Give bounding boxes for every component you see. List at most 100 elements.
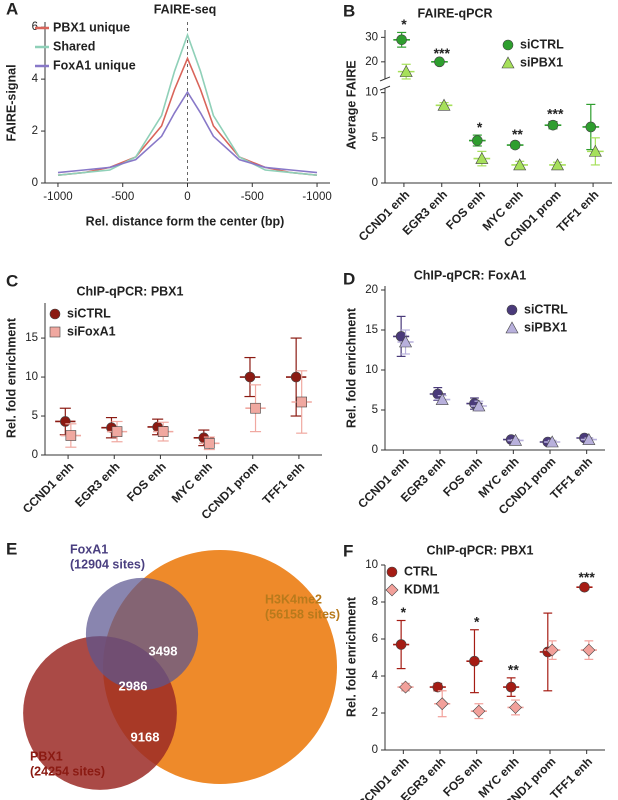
dot-marker: [472, 399, 486, 412]
significance: ***: [578, 569, 595, 585]
dot-marker: [157, 426, 169, 437]
legend-swatch: [385, 583, 399, 597]
chart-title: ChIP-qPCR: FoxA1: [414, 268, 527, 282]
legend-label: siPBX1: [524, 320, 567, 334]
legend-label: PBX1 unique: [53, 20, 130, 34]
significance: *: [401, 16, 407, 32]
y-tick-label: 8: [372, 596, 378, 608]
legend-label: siPBX1: [520, 55, 563, 69]
venn-set-name: H3K4me2: [265, 592, 322, 606]
legend-label: siCTRL: [67, 306, 111, 320]
dot-marker: [435, 392, 449, 405]
y-axis-label: Average FAIRE: [344, 60, 358, 149]
legend-label: CTRL: [404, 564, 438, 578]
legend-label: KDM1: [404, 582, 439, 596]
dot-marker: [399, 64, 413, 77]
chart-title: ChIP-qPCR: PBX1: [77, 284, 184, 298]
y-tick-label: 6: [32, 21, 38, 33]
x-axis-label: Rel. distance form the center (bp): [86, 214, 285, 228]
y-tick-label: 4: [372, 670, 379, 682]
significance: **: [512, 126, 523, 142]
x-tick-label: -1000: [43, 191, 72, 203]
venn-set-size: (56158 sites): [265, 607, 340, 621]
chart-title: ChIP-qPCR: PBX1: [427, 543, 534, 557]
dot-marker: [551, 158, 565, 171]
y-tick-label: 0: [372, 744, 378, 756]
legend-swatch: [505, 321, 519, 334]
y-tick-label: 5: [372, 132, 378, 144]
dot-marker: [290, 371, 302, 383]
dot-marker: [509, 701, 522, 714]
dot-marker: [505, 681, 517, 693]
dot-marker: [545, 435, 559, 448]
y-tick-label: 2: [372, 707, 378, 719]
dot-marker: [472, 135, 483, 146]
panel-letter: E: [6, 539, 17, 558]
y-tick-label: 10: [25, 371, 38, 383]
dot-marker: [399, 680, 412, 694]
dot-marker: [395, 639, 407, 650]
dot-marker: [396, 34, 407, 46]
axis-break: [379, 85, 391, 91]
dot-marker: [244, 371, 256, 383]
venn-intersection: 9168: [131, 729, 160, 744]
significance: **: [508, 662, 519, 678]
dot-marker: [250, 402, 261, 414]
dot-marker: [545, 643, 559, 657]
axis-break: [379, 76, 391, 82]
significance: *: [477, 119, 483, 135]
dot-marker: [437, 98, 451, 111]
x-tick-label: MYC enh: [169, 459, 215, 505]
dot-marker: [399, 335, 413, 348]
legend-label: Shared: [53, 39, 95, 53]
y-tick-label: 0: [372, 444, 378, 456]
significance: ***: [434, 45, 451, 61]
legend-swatch: [386, 566, 398, 578]
y-axis-label: FAIRE-signal: [4, 64, 18, 141]
panel-letter: A: [6, 0, 18, 18]
dot-marker: [469, 655, 480, 667]
dot-marker: [435, 697, 449, 711]
chart-title: FAIRE-seq: [154, 2, 217, 16]
dot-marker: [475, 151, 489, 164]
dot-marker: [509, 139, 521, 151]
y-tick-label: 15: [365, 324, 378, 336]
y-tick-label: 10: [365, 559, 378, 571]
significance: *: [474, 613, 480, 629]
y-axis-label: Rel. fold enrichment: [4, 317, 18, 438]
x-tick-label: -500: [111, 191, 134, 203]
panel-letter: C: [6, 271, 18, 290]
dot-marker: [296, 396, 307, 408]
dot-marker: [509, 433, 523, 446]
line-series: [57, 90, 318, 174]
x-tick-label: 0: [184, 191, 190, 203]
significance: ***: [547, 105, 564, 121]
dot-marker: [579, 581, 590, 593]
legend-swatch: [506, 304, 518, 316]
legend-label: siFoxA1: [67, 324, 116, 338]
legend-swatch: [501, 56, 515, 69]
dot-marker: [432, 681, 444, 693]
panel-letter: D: [343, 269, 355, 288]
legend-swatch: [49, 308, 61, 320]
chart-title: FAIRE-qPCR: [418, 6, 493, 20]
legend-label: FoxA1 unique: [53, 58, 136, 72]
dot-marker: [582, 643, 596, 657]
panel-letter: B: [343, 1, 355, 20]
y-axis-label: Rel. fold enrichment: [344, 307, 358, 428]
dot-marker: [588, 144, 602, 157]
legend-label: siCTRL: [520, 37, 564, 51]
y-tick-label: 5: [372, 404, 378, 416]
y-tick-label: 10: [365, 87, 378, 99]
venn-intersection: 3498: [149, 643, 178, 658]
dot-marker: [111, 426, 123, 437]
dot-marker: [513, 158, 527, 171]
legend-swatch: [49, 326, 61, 338]
x-tick-label: TFF1 enh: [554, 187, 602, 235]
y-tick-label: 4: [32, 73, 39, 85]
legend-label: siCTRL: [524, 302, 568, 316]
dot-marker: [204, 438, 215, 449]
y-tick-label: 0: [372, 177, 378, 189]
y-tick-label: 10: [365, 364, 378, 376]
